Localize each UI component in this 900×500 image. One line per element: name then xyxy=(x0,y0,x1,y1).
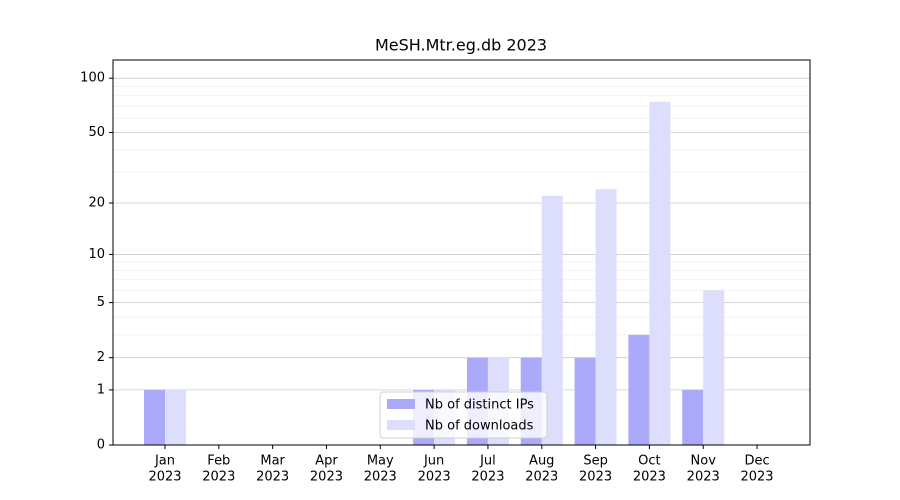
plot-frame xyxy=(112,59,811,446)
y-tick-label: 100 xyxy=(80,71,105,86)
x-tick-label: 2023 xyxy=(310,470,343,485)
y-tick-label: 50 xyxy=(88,125,105,140)
y-tick-label: 10 xyxy=(88,247,105,262)
x-tick-label: Sep xyxy=(583,454,608,469)
x-tick-label: 2023 xyxy=(740,470,773,485)
x-tick-label: 2023 xyxy=(418,470,451,485)
x-tick-label: Jun xyxy=(423,454,444,469)
bar xyxy=(628,334,650,445)
y-tick-label: 0 xyxy=(97,438,105,453)
x-tick-label: Apr xyxy=(315,454,338,469)
legend: Nb of distinct IPs Nb of downloads xyxy=(379,391,548,439)
x-tick-label: 2023 xyxy=(202,470,235,485)
x-tick-label: Oct xyxy=(638,454,660,469)
x-tick-label: 2023 xyxy=(633,470,666,485)
x-tick-label: 2023 xyxy=(579,470,612,485)
x-tick-label: Nov xyxy=(691,454,717,469)
bar xyxy=(682,389,704,445)
legend-label: Nb of distinct IPs xyxy=(425,398,534,413)
bar xyxy=(165,389,186,445)
x-tick-label: May xyxy=(367,454,394,469)
bar xyxy=(703,290,725,445)
bar xyxy=(649,101,671,446)
x-tick-label: Dec xyxy=(744,454,769,469)
x-tick-label: Mar xyxy=(260,454,285,469)
legend-swatch xyxy=(387,399,415,409)
legend-swatch xyxy=(387,420,415,430)
x-tick-label: 2023 xyxy=(256,470,289,485)
bar xyxy=(574,357,596,445)
x-tick-label: Jan xyxy=(154,454,175,469)
x-tick-label: 2023 xyxy=(525,470,558,485)
x-tick-label: Jul xyxy=(479,454,496,469)
x-tick-label: 2023 xyxy=(364,470,397,485)
x-tick-label: Aug xyxy=(529,454,554,469)
y-tick-label: 20 xyxy=(88,196,105,211)
bar xyxy=(595,189,617,445)
x-tick-label: 2023 xyxy=(148,470,181,485)
legend-box xyxy=(379,391,548,439)
chart-title: MeSH.Mtr.eg.db 2023 xyxy=(375,36,547,55)
bar xyxy=(144,389,165,445)
x-tick-label: 2023 xyxy=(687,470,720,485)
y-tick-label: 2 xyxy=(97,350,105,365)
x-tick-label: Feb xyxy=(207,454,230,469)
bar xyxy=(541,195,563,445)
y-tick-label: 1 xyxy=(97,382,105,397)
x-tick-label: 2023 xyxy=(471,470,504,485)
y-tick-label: 5 xyxy=(97,295,105,310)
legend-label: Nb of downloads xyxy=(425,419,534,434)
